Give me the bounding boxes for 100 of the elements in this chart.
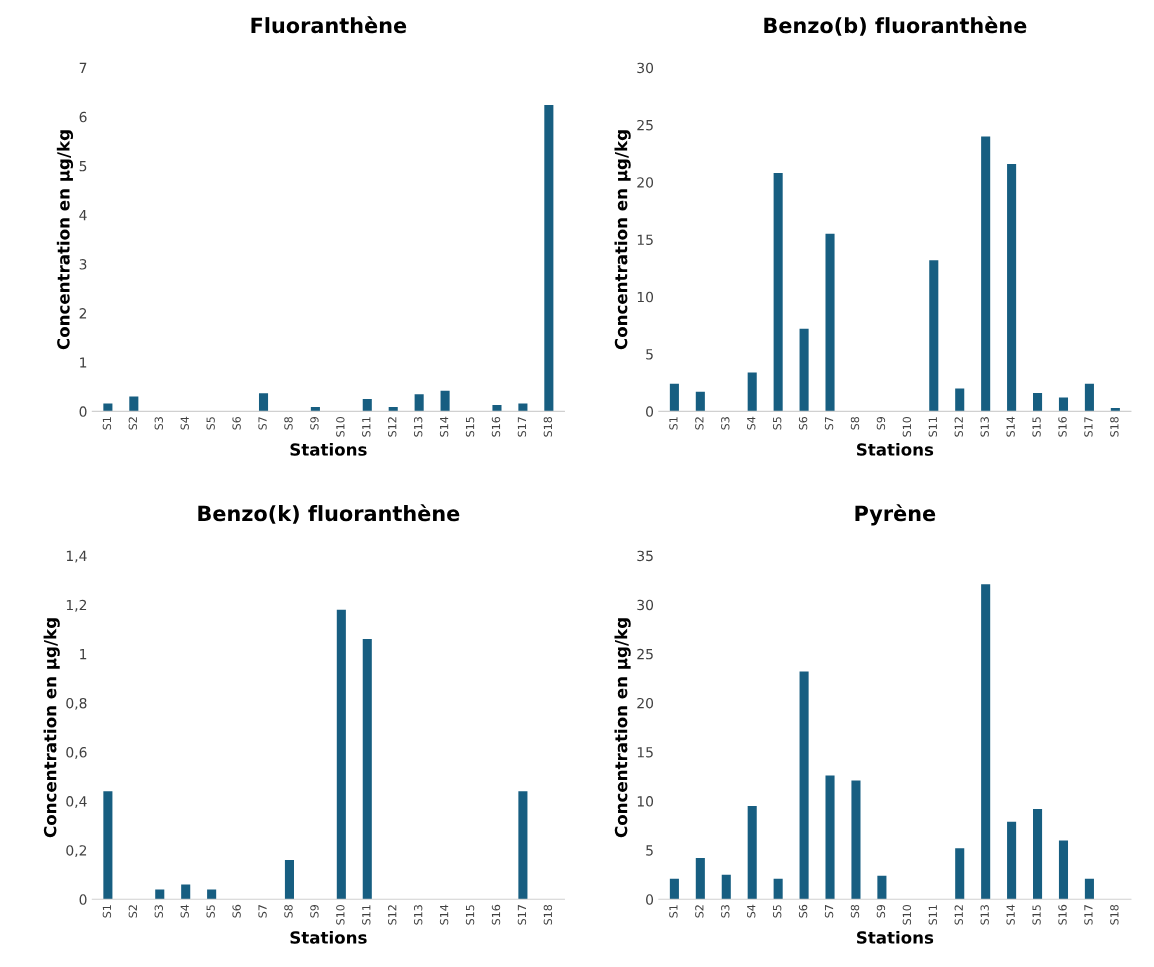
- x-tick-label: S13: [413, 417, 423, 437]
- x-tick-label: S8: [284, 904, 293, 918]
- x-tick-label: S3: [721, 905, 730, 918]
- bar: [799, 671, 809, 900]
- y-tick-label: 0: [646, 406, 654, 417]
- x-tick-label: S4: [180, 416, 189, 430]
- y-tick-label: 10: [637, 796, 654, 807]
- x-tick-label: S15: [465, 905, 475, 925]
- bar: [695, 858, 705, 900]
- x-tick-label: S17: [517, 417, 527, 437]
- x-axis-title: Stations: [857, 930, 934, 944]
- x-tick-label: S2: [128, 905, 138, 918]
- y-tick-label: 1,4: [66, 550, 87, 563]
- chart-title: Benzo(b) fluoranthène: [764, 16, 1027, 36]
- x-tick-label: S5: [206, 417, 215, 430]
- y-tick-label: 0: [79, 894, 87, 905]
- bar: [518, 791, 528, 900]
- y-tick-label: 0,6: [66, 747, 87, 759]
- x-tick-label: S6: [798, 416, 808, 430]
- y-tick-label: 1: [80, 357, 87, 368]
- x-tick-label: S8: [850, 904, 860, 918]
- x-tick-label: S15: [465, 417, 475, 437]
- bar: [310, 406, 320, 412]
- x-tick-label: S10: [336, 904, 345, 925]
- x-tick-label: S17: [517, 905, 527, 925]
- x-axis-title: Stations: [857, 442, 934, 456]
- x-tick-label: S10: [336, 416, 345, 437]
- y-tick-label: 2: [79, 308, 87, 319]
- bar: [799, 328, 809, 412]
- x-tick-label: S7: [258, 905, 267, 918]
- x-tick-label: S13: [980, 417, 989, 437]
- x-tick-label: S18: [543, 904, 553, 925]
- y-axis-title: Concentration en µg/kg: [614, 130, 631, 350]
- y-tick-label: 5: [646, 845, 653, 856]
- x-axis-title: Stations: [290, 930, 367, 944]
- bar: [207, 889, 217, 900]
- bar: [1058, 840, 1069, 900]
- chart-title: Fluoranthène: [251, 16, 407, 34]
- x-tick-label: S18: [543, 416, 553, 437]
- chart-title: Pyrène: [855, 504, 936, 526]
- bar: [1007, 821, 1017, 900]
- x-tick-label: S7: [824, 905, 834, 918]
- x-tick-label: S12: [388, 905, 397, 925]
- x-tick-label: S5: [772, 417, 782, 430]
- x-tick-label: S13: [413, 905, 423, 925]
- x-tick-label: S17: [1084, 417, 1093, 437]
- bar: [440, 390, 450, 412]
- bar: [1033, 808, 1043, 900]
- x-tick-label: S1: [102, 905, 112, 918]
- y-tick-label: 25: [637, 648, 653, 660]
- x-tick-label: S11: [928, 417, 938, 437]
- x-tick-label: S4: [180, 904, 189, 918]
- x-tick-label: S8: [284, 416, 293, 430]
- bar: [129, 396, 139, 412]
- x-tick-label: S5: [206, 905, 215, 918]
- bar: [1084, 878, 1094, 900]
- bar: [284, 860, 294, 900]
- bar: [1058, 397, 1069, 412]
- bar: [851, 780, 861, 900]
- y-axis-title: Concentration en µg/kg: [614, 618, 631, 838]
- x-tick-label: S15: [1032, 417, 1041, 437]
- bar: [388, 406, 398, 412]
- x-tick-label: S2: [695, 905, 704, 918]
- bar: [955, 848, 965, 900]
- y-tick-label: 5: [646, 349, 653, 360]
- x-tick-label: S6: [232, 416, 241, 430]
- y-tick-label: 5: [79, 161, 87, 172]
- x-tick-label: S18: [1110, 416, 1119, 437]
- y-tick-label: 4: [79, 210, 87, 221]
- bar: [362, 399, 372, 412]
- x-tick-label: S6: [798, 904, 808, 918]
- bar: [773, 173, 783, 412]
- bar: [981, 136, 991, 412]
- bar: [518, 403, 528, 412]
- x-tick-label: S14: [439, 904, 449, 925]
- bar: [1007, 163, 1017, 412]
- x-axis-title: Stations: [290, 442, 367, 456]
- y-tick-label: 35: [637, 550, 653, 562]
- y-tick-label: 15: [637, 234, 653, 245]
- bar: [414, 394, 424, 412]
- bar: [955, 388, 965, 412]
- x-tick-label: S14: [439, 416, 449, 437]
- x-tick-label: S14: [1006, 904, 1015, 925]
- y-tick-label: 0,4: [66, 796, 87, 809]
- x-tick-label: S1: [102, 417, 112, 430]
- x-tick-label: S9: [876, 416, 886, 430]
- x-tick-label: S9: [310, 416, 319, 430]
- bar: [336, 609, 346, 900]
- bar: [877, 875, 887, 900]
- bar: [103, 791, 113, 900]
- y-tick-label: 6: [79, 111, 87, 123]
- bar: [747, 806, 757, 900]
- x-tick-label: S3: [721, 417, 730, 430]
- x-tick-label: S5: [772, 905, 782, 918]
- x-tick-label: S1: [669, 905, 678, 918]
- y-tick-label: 20: [637, 697, 654, 709]
- y-tick-label: 0: [646, 894, 654, 905]
- y-tick-label: 20: [637, 177, 654, 188]
- x-tick-label: S12: [954, 905, 963, 925]
- y-tick-label: 30: [637, 62, 654, 74]
